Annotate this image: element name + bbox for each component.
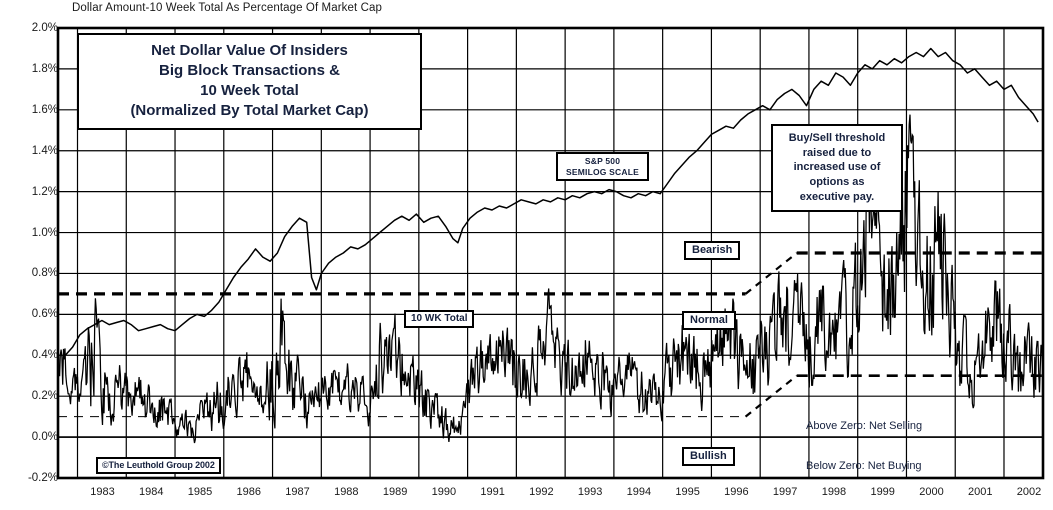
y-axis-tick-label: 1.8%	[31, 62, 58, 75]
ten-week-total-series-line	[57, 114, 1044, 444]
x-axis-tick-label: 1996	[724, 486, 749, 498]
x-axis-tick-label: 2002	[1016, 486, 1042, 498]
bearish-zone-label: Bearish	[684, 241, 741, 260]
x-axis-tick-label: 1985	[187, 486, 213, 498]
callout-line-5: executive pay.	[799, 190, 875, 203]
chart-subtitle: Dollar Amount-10 Week Total As Percentag…	[72, 2, 382, 14]
x-axis-tick-label: 1991	[480, 486, 505, 498]
sp500-series-line	[64, 47, 1039, 356]
copyright-label: ©The Leuthold Group 2002	[96, 457, 221, 474]
x-axis-tick-label: 1984	[139, 486, 164, 498]
y-axis-labels: 2.0% 1.8% 1.6% 1.4% 1.2% 1.0% 0.8% 0.6% 0.4% 0.2%…	[0, 0, 58, 510]
y-axis-tick-label: 1.0%	[31, 226, 58, 239]
x-axis-tick-label: 1998	[821, 486, 847, 498]
title-line-1: Net Dollar Value Of Insiders	[151, 42, 348, 59]
ten-week-total-label: 10 WK Total	[404, 310, 475, 328]
x-axis-tick-label: 2001	[967, 486, 993, 498]
x-axis-tick-label: 1990	[431, 486, 457, 498]
callout-line-2: raised due to	[802, 146, 872, 159]
chart-title-box: Net Dollar Value Of Insiders Big Block T…	[77, 33, 422, 130]
y-axis-tick-label: 1.6%	[31, 103, 58, 116]
callout-line-3: increased use of	[793, 161, 881, 174]
y-axis-tick-label: 0.0%	[31, 431, 58, 444]
x-axis-tick-label: 1989	[382, 486, 408, 498]
y-axis-tick-label: 2.0%	[31, 22, 58, 34]
x-axis-tick-label: 1997	[772, 486, 798, 498]
x-axis-tick-label: 1993	[577, 486, 603, 498]
x-axis-tick-label: 1988	[334, 486, 359, 498]
y-axis-tick-label: 0.2%	[31, 390, 58, 403]
title-line-4: (Normalized By Total Market Cap)	[130, 101, 369, 119]
x-axis-tick-label: 1995	[675, 486, 700, 498]
bullish-threshold-transition	[744, 374, 798, 418]
x-axis-tick-label: 1986	[236, 486, 262, 498]
bullish-zone-label: Bullish	[682, 447, 735, 466]
bearish-threshold-transition	[744, 252, 798, 295]
sp500-label-box: S&P 500 SEMILOG SCALE	[556, 152, 649, 182]
y-axis-tick-label: 1.4%	[31, 144, 58, 157]
y-axis-tick-label: -0.2%	[27, 472, 58, 484]
x-axis-tick-label: 1983	[90, 486, 115, 498]
y-axis-tick-label: 0.6%	[31, 308, 58, 321]
callout-line-4: options as	[809, 175, 865, 188]
x-axis-tick-label: 1994	[626, 486, 652, 498]
plot-frame	[56, 26, 1045, 480]
x-axis-tick-label: 2000	[919, 486, 944, 498]
y-axis-tick-label: 1.2%	[31, 185, 58, 198]
callout-line-1: Buy/Sell threshold	[788, 132, 886, 144]
normal-zone-label: Normal	[682, 311, 736, 330]
x-axis-tick-label: 1992	[529, 486, 554, 498]
y-axis-tick-label: 0.4%	[31, 349, 58, 362]
x-axis-tick-label: 1999	[870, 486, 895, 498]
sp500-label: S&P 500	[584, 156, 621, 166]
title-line-3: 10 Week Total	[200, 81, 299, 99]
callout-box: Buy/Sell threshold raised due to increas…	[771, 124, 903, 213]
x-axis-tick-label: 1987	[285, 486, 310, 498]
sp500-scale-label: SEMILOG SCALE	[566, 166, 639, 177]
y-axis-tick-label: 0.8%	[31, 267, 58, 280]
above-zero-note: Above Zero: Net Selling	[806, 420, 923, 432]
below-zero-note: Below Zero: Net Buying	[806, 460, 922, 472]
title-line-2: Big Block Transactions &	[159, 61, 340, 79]
